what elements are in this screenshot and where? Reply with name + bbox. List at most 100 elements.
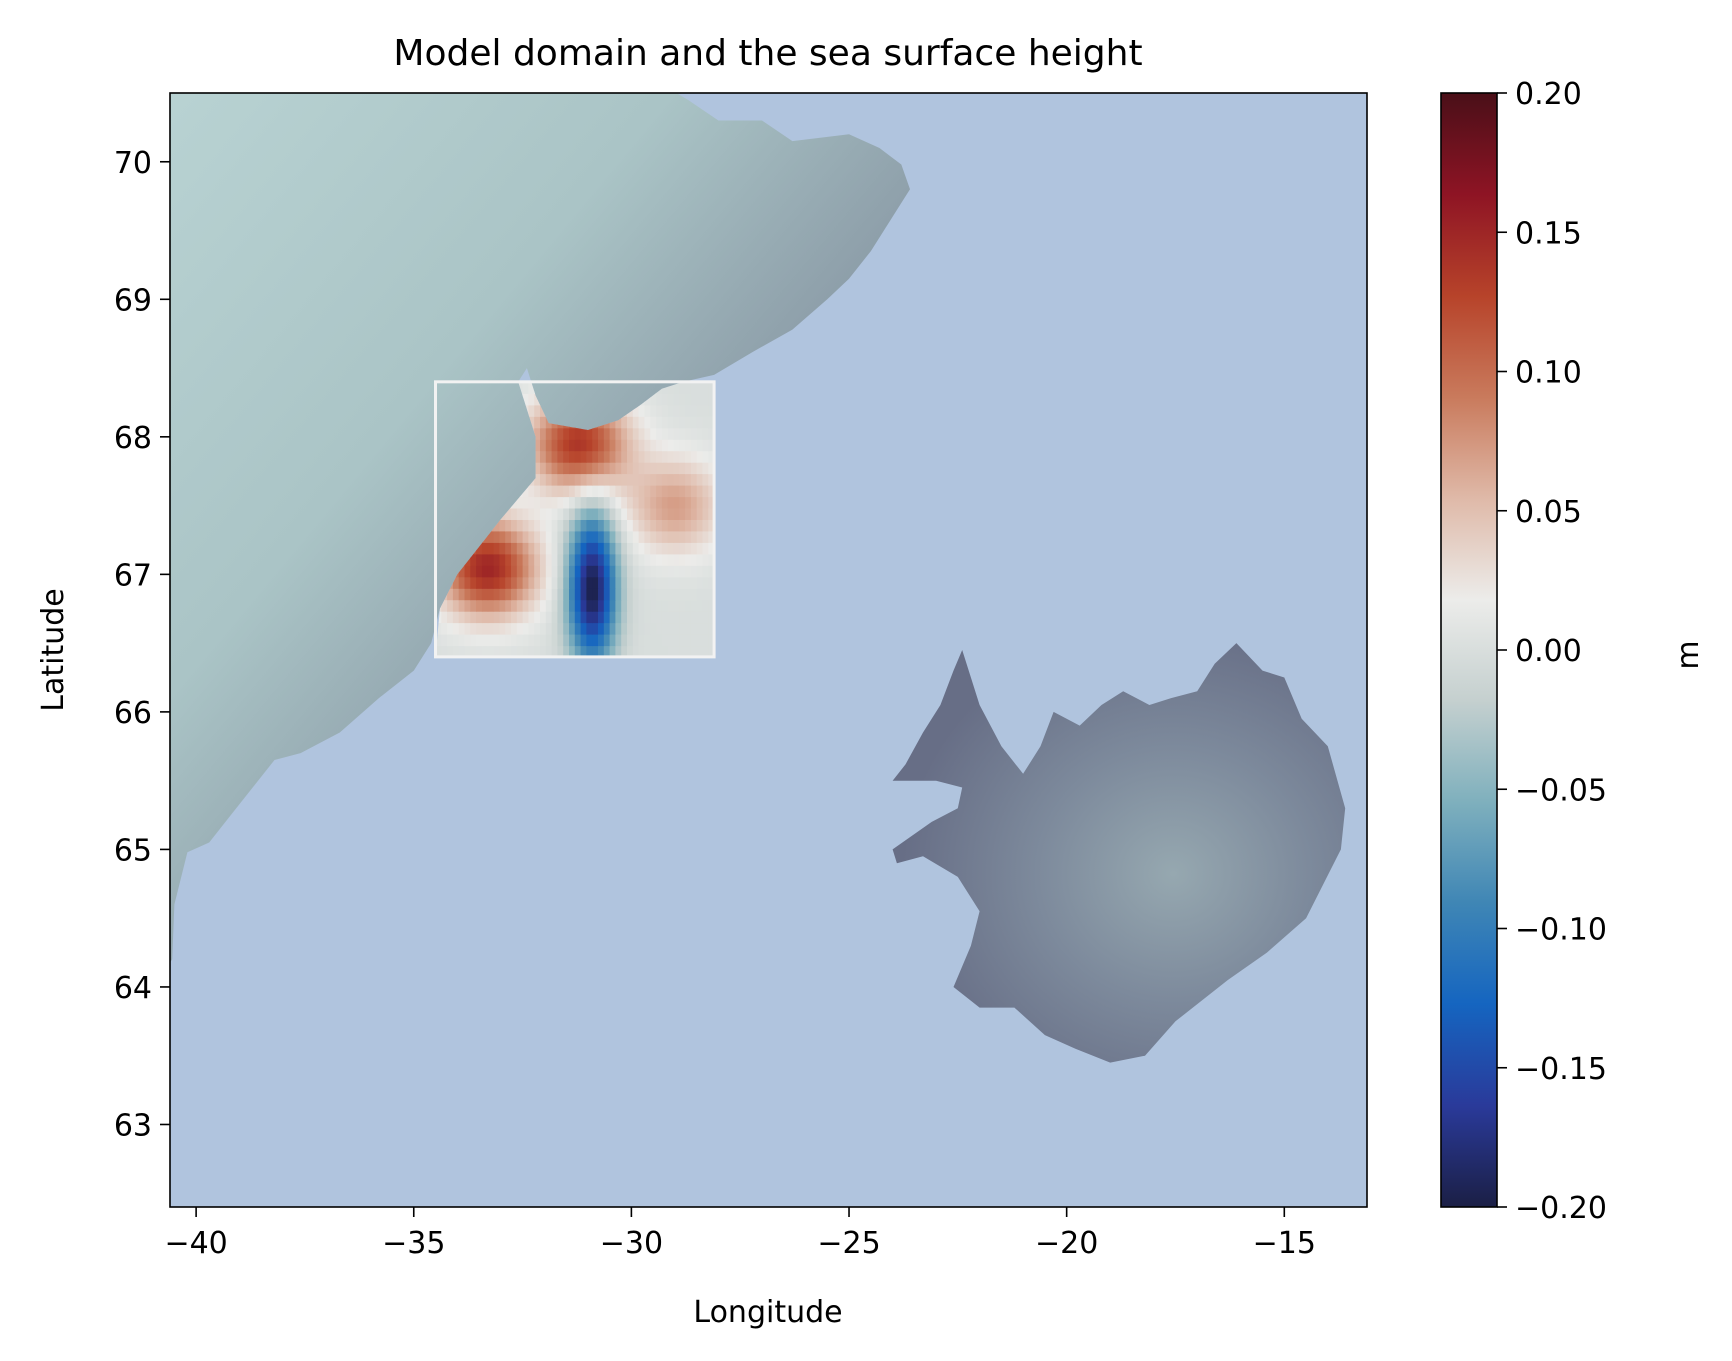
ssh-cell [708,645,715,657]
ssh-cell [487,576,495,589]
ssh-cell [447,611,454,624]
ssh-cell [435,622,442,635]
ssh-cell [452,599,460,612]
ssh-cell [615,496,622,509]
ssh-cell [464,565,471,578]
ssh-cell [563,565,570,578]
ssh-cell [632,404,640,417]
ssh-cell [598,645,605,657]
ssh-cell [586,588,593,601]
ssh-cell [650,439,657,452]
ssh-cell [667,542,675,555]
ssh-cell [540,485,547,498]
ssh-cell [679,439,686,452]
ssh-cell [563,496,570,509]
ssh-cell [580,519,587,532]
ssh-cell [563,530,570,543]
ssh-cell [685,611,692,624]
ssh-cell [615,473,622,486]
ssh-cell [685,622,692,635]
ssh-cell [708,462,715,475]
ssh-cell [574,519,582,532]
ssh-cell [505,634,512,647]
ssh-cell [470,599,477,612]
ssh-cell [690,599,698,612]
ssh-cell [447,588,454,601]
ssh-cell [557,622,564,635]
ssh-cell [592,462,599,475]
ssh-cell [679,634,686,647]
ssh-cell [557,496,564,509]
ssh-cell [644,553,651,566]
ssh-cell [609,622,616,635]
ssh-cell [650,576,657,589]
ssh-cell [470,576,477,589]
ssh-cell [563,485,570,498]
ssh-cell [586,553,593,566]
ssh-cell [540,645,547,657]
ssh-cell [627,565,634,578]
ssh-cell [458,645,466,657]
ssh-cell [574,485,582,498]
ssh-cell [621,507,628,520]
ssh-cell [644,427,651,440]
ssh-cell [603,622,611,635]
ssh-cell [696,542,704,555]
ssh-cell [632,588,640,601]
ssh-cell [493,645,500,657]
ssh-cell [574,462,582,475]
ssh-cell [661,439,669,452]
ssh-cell [656,565,663,578]
ssh-cell [511,519,518,532]
ssh-cell [522,381,529,394]
ssh-cell [685,645,692,657]
colorbar-tick-label: −0.20 [1515,1191,1607,1226]
ssh-cell [667,645,675,657]
ssh-cell [638,588,645,601]
ssh-cell [592,439,599,452]
ssh-cell [528,576,535,589]
ssh-cell [656,473,663,486]
ssh-cell [679,519,686,532]
ssh-cell [493,634,500,647]
ssh-cell [632,565,640,578]
ssh-cell [696,450,704,463]
ssh-cell [540,416,547,429]
ssh-cell [522,599,529,612]
ssh-cell [621,427,628,440]
ssh-cell [638,450,645,463]
ssh-cell [598,507,605,520]
ssh-cell [603,530,611,543]
ssh-cell [574,611,582,624]
ssh-cell [580,565,587,578]
ssh-cell [609,530,616,543]
ssh-cell [540,496,547,509]
ssh-cell [667,599,675,612]
map-layers [170,93,1346,1063]
ssh-cell [569,530,576,543]
ssh-cell [499,634,506,647]
ssh-cell [598,530,605,543]
ssh-cell [627,416,634,429]
ssh-cell [557,530,564,543]
ssh-cell [632,576,640,589]
ssh-cell [685,473,692,486]
ssh-cell [632,645,640,657]
ssh-cell [685,634,692,647]
ssh-cell [592,427,599,440]
ssh-cell [534,473,541,486]
ssh-cell [679,565,686,578]
ssh-cell [644,542,651,555]
ssh-cell [516,645,524,657]
ssh-cell [522,496,529,509]
ssh-cell [673,450,680,463]
ssh-cell [522,485,529,498]
colorbar-tick-label: −0.15 [1515,1052,1607,1087]
ssh-cell [627,553,634,566]
ssh-cell [569,634,576,647]
ssh-cell [586,576,593,589]
ssh-cell [557,450,564,463]
ssh-cell [563,542,570,555]
ssh-cell [435,634,442,647]
